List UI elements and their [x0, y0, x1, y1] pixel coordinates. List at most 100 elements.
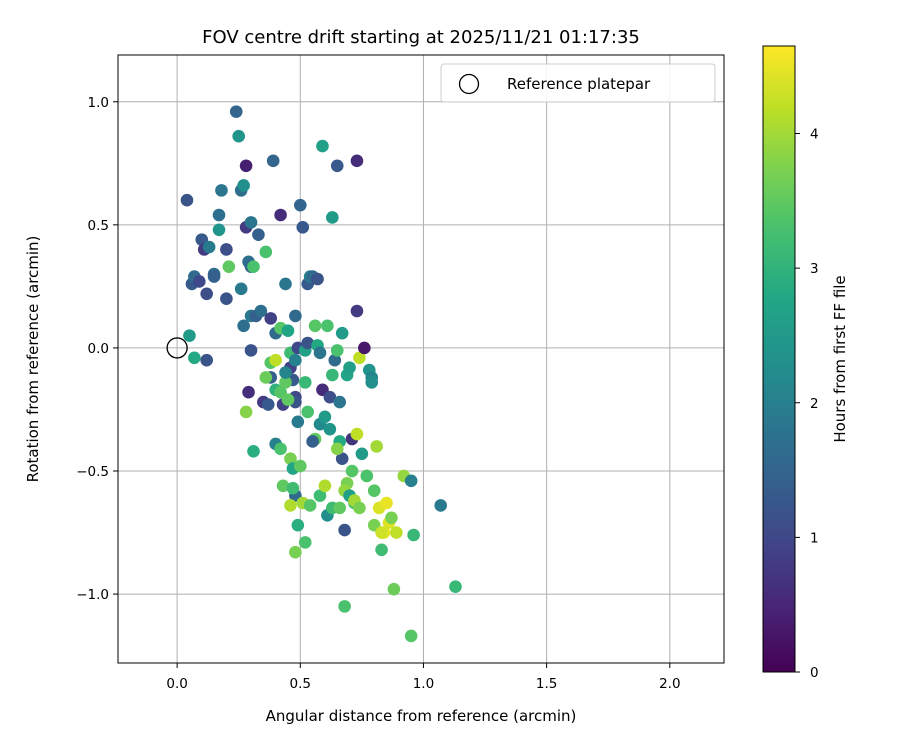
colorbar-tick-label: 0 — [810, 665, 819, 681]
data-point — [350, 427, 364, 441]
data-point — [313, 489, 327, 502]
data-point — [252, 228, 265, 241]
data-point — [326, 368, 339, 382]
data-point — [434, 499, 448, 512]
data-point — [293, 459, 307, 473]
data-point — [330, 344, 344, 357]
data-point — [281, 393, 295, 406]
data-point — [301, 336, 314, 350]
data-point — [323, 422, 337, 436]
x-tick-label: 1.0 — [413, 676, 434, 692]
y-tick-label: 0.0 — [88, 341, 109, 357]
data-point — [338, 600, 351, 613]
colorbar-tick-label: 3 — [810, 261, 819, 277]
colorbar-gradient — [762, 45, 796, 673]
data-point — [289, 309, 302, 323]
data-point — [207, 270, 221, 283]
data-point — [269, 353, 282, 367]
data-point — [281, 324, 295, 337]
data-point — [367, 484, 381, 497]
legend-marker-reference — [458, 73, 480, 95]
data-point — [232, 129, 246, 143]
data-point — [375, 526, 388, 539]
x-tick-label: 2.0 — [659, 676, 680, 692]
data-point — [335, 452, 349, 465]
colorbar-ticks: 0 1 2 3 4 — [795, 127, 819, 681]
data-point — [289, 545, 302, 559]
data-point — [264, 312, 278, 325]
data-point — [355, 447, 369, 461]
y-tick-label: 0.5 — [88, 218, 109, 234]
data-point — [345, 464, 359, 478]
data-point — [274, 208, 287, 222]
data-point — [284, 452, 297, 465]
data-point — [390, 526, 403, 539]
data-point — [328, 353, 342, 367]
data-point — [192, 275, 206, 288]
data-point — [333, 395, 347, 409]
data-point — [200, 353, 213, 367]
data-point — [259, 245, 273, 259]
data-point — [360, 469, 374, 483]
data-point — [259, 371, 273, 384]
data-point — [404, 629, 418, 643]
data-point — [330, 159, 344, 173]
chart-title: FOV centre drift starting at 2025/11/21 … — [202, 27, 640, 48]
data-point — [338, 523, 351, 537]
data-point — [266, 154, 280, 168]
data-point — [308, 319, 322, 333]
data-point — [247, 260, 260, 273]
data-point — [296, 221, 310, 234]
data-point — [385, 511, 398, 525]
data-point — [220, 243, 233, 256]
data-point — [180, 193, 194, 207]
data-point — [244, 344, 258, 357]
data-point — [387, 582, 401, 596]
legend-label-reference: Reference platepar — [507, 75, 651, 93]
data-point — [229, 105, 243, 118]
colorbar-label: Hours from first FF file — [831, 275, 849, 442]
data-point — [212, 208, 226, 222]
x-tick-label: 1.5 — [536, 676, 557, 692]
data-point — [375, 543, 388, 557]
data-point — [284, 499, 297, 512]
data-point — [220, 292, 233, 305]
reference-point-marker — [166, 337, 188, 359]
data-point — [291, 415, 305, 429]
data-point — [200, 287, 213, 301]
data-point — [215, 184, 228, 197]
data-point — [303, 499, 317, 512]
data-point — [449, 580, 462, 593]
data-point — [316, 139, 329, 153]
plot-frame — [117, 54, 725, 664]
data-point — [370, 440, 383, 453]
data-point — [301, 405, 314, 419]
data-point — [404, 474, 418, 488]
data-point — [318, 410, 332, 424]
data-point — [279, 277, 292, 291]
x-tick-label: 0.5 — [290, 676, 311, 692]
data-point — [279, 376, 292, 389]
data-point — [188, 351, 201, 365]
data-point — [254, 304, 268, 318]
x-axis-label: Angular distance from reference (arcmin) — [266, 707, 577, 725]
colorbar-tick-label: 4 — [810, 127, 819, 143]
data-point — [239, 159, 253, 173]
data-point — [358, 341, 371, 355]
data-point — [330, 442, 344, 456]
data-point — [365, 376, 379, 389]
data-point — [298, 376, 312, 389]
data-point — [313, 346, 327, 360]
data-point — [237, 179, 250, 192]
colorbar-tick-label: 2 — [810, 396, 819, 412]
data-point — [261, 398, 275, 411]
data-point — [291, 518, 305, 532]
data-point — [353, 351, 366, 365]
data-point — [323, 390, 337, 404]
data-point — [183, 329, 196, 342]
data-point — [222, 260, 236, 273]
y-tick-label: −1.0 — [76, 587, 109, 603]
data-point — [242, 385, 255, 399]
data-point — [353, 501, 366, 515]
data-point — [380, 496, 393, 510]
